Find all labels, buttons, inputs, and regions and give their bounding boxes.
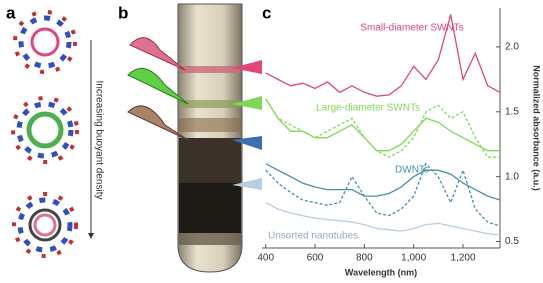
nanotube-pink (129, 37, 186, 71)
panel-label: b (118, 3, 128, 22)
molecule-2 (11, 96, 79, 164)
pointer (232, 60, 262, 74)
line (265, 98, 500, 152)
molecule-1 (13, 10, 77, 74)
pointer (232, 96, 262, 110)
dashed-line (265, 98, 500, 158)
y-tick-label: 1.5 (505, 106, 519, 117)
x-tick-label: 400 (257, 253, 274, 264)
series-label: Large-diameter SWNTs (316, 103, 420, 114)
x-tick-label: 600 (307, 253, 324, 264)
series-label: Small-diameter SWNTs (360, 23, 463, 34)
panel-label: c (262, 3, 271, 22)
series-label: DWNTs (395, 165, 429, 176)
molecule-3 (12, 192, 78, 258)
nanotube-green (127, 67, 189, 105)
y-tick-label: 0.5 (505, 236, 519, 247)
pointer (232, 136, 262, 150)
x-tick-label: 800 (356, 253, 373, 264)
x-axis-title: Wavelength (nm) (345, 267, 417, 277)
y-tick-label: 2.0 (505, 42, 519, 53)
line (265, 14, 501, 97)
y-axis-title: Normalized absorbance (a.u.) (532, 65, 542, 191)
x-tick-label: 1,200 (450, 253, 475, 264)
line (265, 163, 501, 201)
dashed-line (265, 162, 501, 227)
panel-label: a (6, 3, 16, 22)
centrifuge-tube (177, 3, 243, 273)
nanotube-brown (127, 105, 189, 141)
series-label: Unsorted nanotubes (268, 231, 358, 242)
pointer (232, 178, 262, 190)
arrow-text: Increasing buoyant density (93, 81, 104, 200)
absorbance-chart: 400 600 800 1,000 1,200 0.5 1.0 1.5 2.0 Wavelengt… (257, 8, 542, 277)
line (265, 202, 501, 236)
y-tick-label: 1.0 (505, 171, 519, 182)
x-tick-label: 1,000 (401, 253, 426, 264)
